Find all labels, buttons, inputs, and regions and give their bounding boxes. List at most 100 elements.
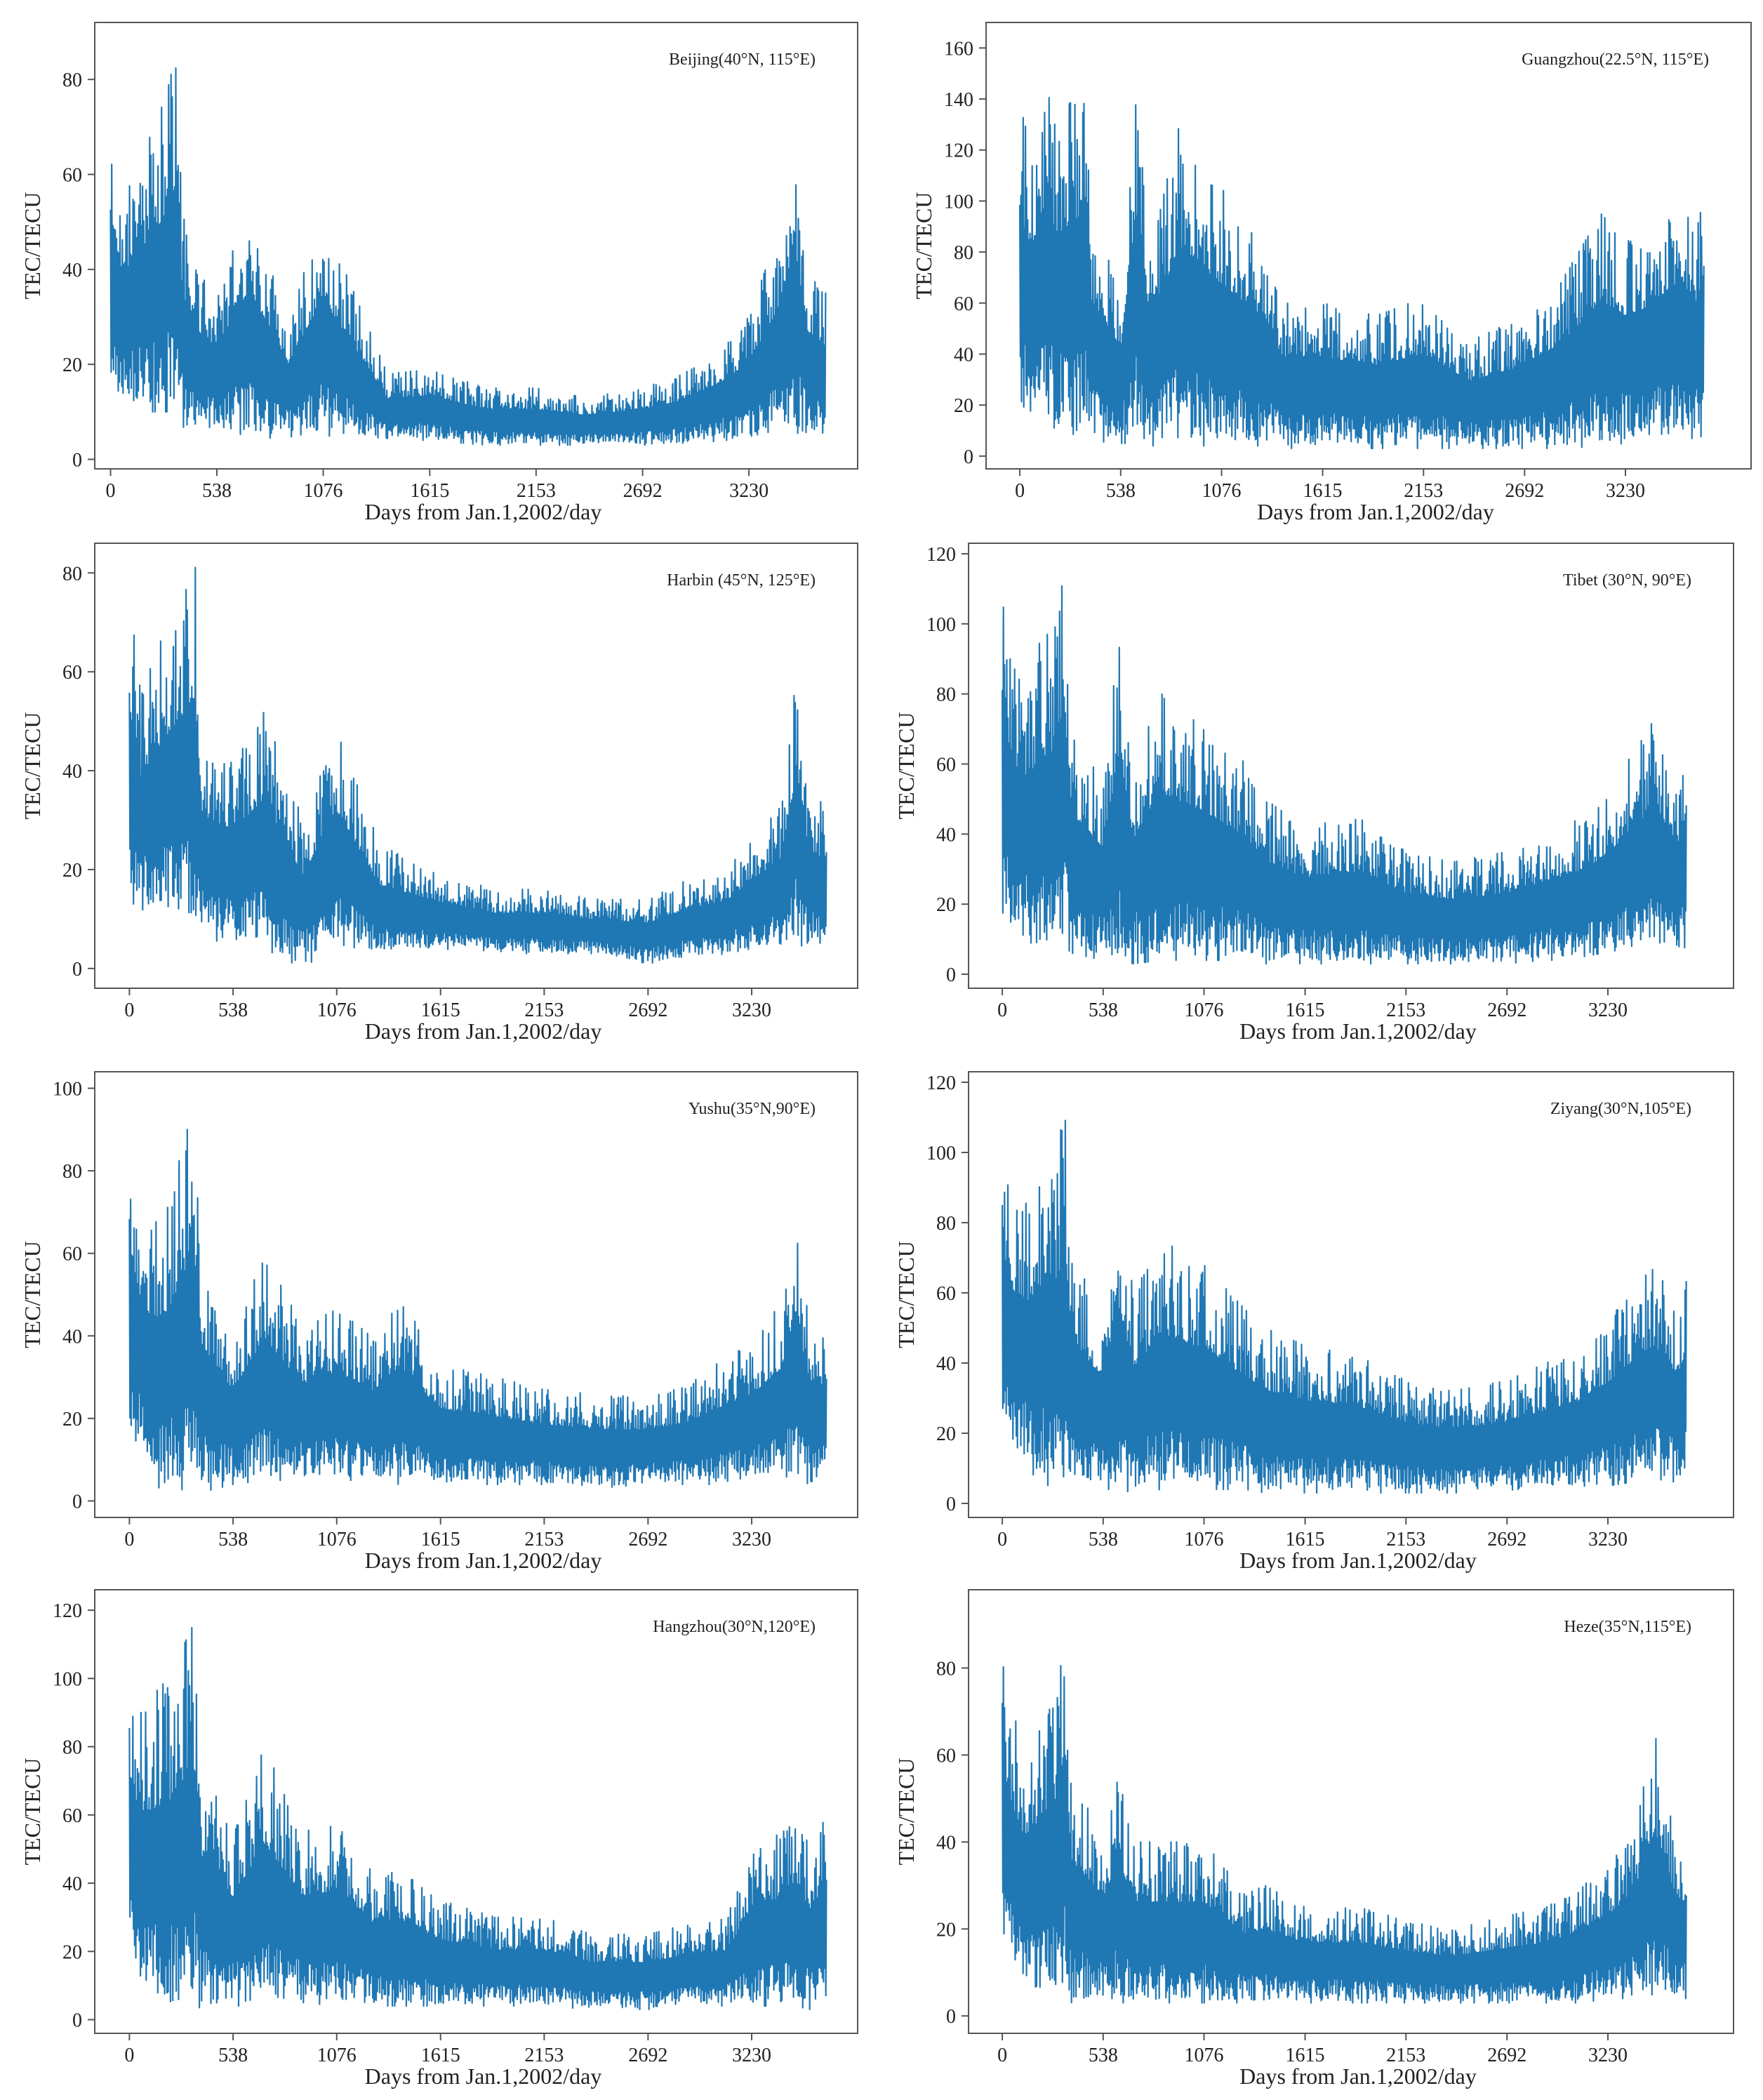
y-tick-label: 120 <box>944 140 973 162</box>
chart-panel: 0 538 1076 1615 2153 2692 3230 0 20 40 60 80 Heze(35… <box>893 1589 1734 2089</box>
x-axis-label: Days from Jan.1,2002/day <box>1239 1018 1477 1044</box>
tec-series-line <box>1019 97 1705 449</box>
x-tick-label: 3230 <box>732 999 771 1021</box>
plot-frame <box>94 543 858 989</box>
x-tick-label: 538 <box>1089 999 1118 1021</box>
y-tick-label: 40 <box>936 1832 956 1854</box>
x-tick-label: 2153 <box>1386 999 1425 1021</box>
x-tick-label: 2153 <box>1386 2045 1425 2066</box>
x-tick-label: 2153 <box>524 1529 564 1550</box>
tec-series-line <box>128 1129 827 1491</box>
x-tick-label: 0 <box>997 1529 1007 1550</box>
y-tick-label: 40 <box>62 761 82 783</box>
chart-panel: 0 538 1076 1615 2153 2692 3230 0 20 40 60 80 100 120 1… <box>911 22 1752 524</box>
x-tick-label: 2692 <box>1487 999 1526 1021</box>
y-tick-label: 20 <box>936 894 956 916</box>
x-tick-label: 1076 <box>1185 999 1224 1021</box>
y-tick-label: 80 <box>936 1213 956 1235</box>
y-axis-label: TEC/TECU <box>893 1241 919 1348</box>
y-tick-label: 40 <box>62 260 82 281</box>
y-tick-label: 100 <box>926 614 956 636</box>
station-title: Ziyang(30°N,105°E) <box>1550 1100 1691 1118</box>
x-tick-label: 2153 <box>524 2045 564 2066</box>
station-title: Yushu(35°N,90°E) <box>688 1100 816 1118</box>
plot-frame <box>985 22 1752 470</box>
x-tick-label: 0 <box>1015 480 1025 502</box>
y-tick-label: 80 <box>62 1737 82 1759</box>
x-tick-label: 2153 <box>1404 480 1443 502</box>
y-tick-label: 0 <box>72 1491 82 1513</box>
y-tick-label: 100 <box>944 191 973 213</box>
y-axis-label: TEC/TECU <box>20 1758 45 1866</box>
y-tick-label: 40 <box>954 344 973 366</box>
y-tick-label: 60 <box>62 1805 82 1827</box>
y-tick-label: 0 <box>72 2010 82 2032</box>
x-tick-label: 1615 <box>421 999 460 1021</box>
x-tick-label: 1615 <box>1286 2045 1325 2066</box>
x-tick-label: 538 <box>202 480 232 502</box>
x-tick-label: 3230 <box>1588 2045 1628 2066</box>
y-axis-label: TEC/TECU <box>20 712 45 820</box>
y-tick-label: 120 <box>926 544 956 566</box>
x-tick-label: 2692 <box>628 2045 667 2066</box>
chart-panel: 0 538 1076 1615 2153 2692 3230 0 20 40 60 80 100 120 T… <box>893 543 1734 1044</box>
y-tick-label: 80 <box>936 1659 956 1680</box>
x-tick-label: 538 <box>218 2045 248 2066</box>
y-tick-label: 100 <box>53 1079 82 1101</box>
y-tick-label: 0 <box>72 959 82 981</box>
tec-series-line <box>1002 1665 1687 2004</box>
chart-panel: 0 538 1076 1615 2153 2692 3230 0 20 40 60 80 100 Yush… <box>20 1071 858 1573</box>
plot-frame <box>94 1589 858 2034</box>
y-tick-label: 80 <box>62 563 82 585</box>
x-axis-label: Days from Jan.1,2002/day <box>365 499 602 524</box>
plot-frame <box>94 1071 858 1518</box>
x-tick-label: 0 <box>997 2045 1007 2066</box>
x-tick-label: 1615 <box>1303 480 1343 502</box>
y-tick-label: 60 <box>936 1745 956 1767</box>
y-tick-label: 100 <box>926 1143 956 1164</box>
x-tick-label: 2692 <box>1505 480 1544 502</box>
y-tick-label: 160 <box>944 38 973 60</box>
x-tick-label: 0 <box>997 999 1007 1021</box>
x-tick-label: 1076 <box>1202 480 1242 502</box>
y-tick-label: 20 <box>62 1409 82 1430</box>
y-tick-label: 20 <box>954 395 973 417</box>
station-title: Guangzhou(22.5°N, 115°E) <box>1522 51 1709 69</box>
x-axis-label: Days from Jan.1,2002/day <box>1239 2064 1477 2089</box>
y-tick-label: 40 <box>62 1873 82 1895</box>
station-title: Heze(35°N,115°E) <box>1564 1618 1691 1636</box>
x-axis-label: Days from Jan.1,2002/day <box>1239 1548 1477 1573</box>
x-tick-label: 1615 <box>1286 1529 1325 1550</box>
y-tick-label: 20 <box>62 354 82 376</box>
y-axis-label: TEC/TECU <box>893 712 919 820</box>
x-axis-label: Days from Jan.1,2002/day <box>365 1018 602 1044</box>
plot-frame <box>94 22 858 470</box>
x-tick-label: 2692 <box>628 1529 667 1550</box>
x-tick-label: 3230 <box>732 2045 771 2066</box>
chart-panel: 0 538 1076 1615 2153 2692 3230 0 20 40 60 80 100 120 H… <box>20 1589 858 2089</box>
tec-series-line <box>128 1627 827 2011</box>
x-tick-label: 538 <box>218 1529 248 1550</box>
x-tick-label: 2692 <box>1487 1529 1526 1550</box>
chart-panel: 0 538 1076 1615 2153 2692 3230 0 20 40 60 80 Harbin … <box>20 543 858 1044</box>
y-tick-label: 40 <box>936 824 956 846</box>
y-tick-label: 0 <box>964 446 973 468</box>
y-tick-label: 100 <box>53 1668 82 1690</box>
x-tick-label: 2153 <box>524 999 564 1021</box>
y-tick-label: 40 <box>936 1353 956 1375</box>
x-axis-label: Days from Jan.1,2002/day <box>365 2064 602 2089</box>
x-tick-label: 538 <box>218 999 248 1021</box>
x-tick-label: 2153 <box>1386 1529 1425 1550</box>
plot-frame <box>968 1071 1734 1518</box>
x-tick-label: 0 <box>106 480 116 502</box>
x-tick-label: 2692 <box>1487 2045 1526 2066</box>
x-tick-label: 1076 <box>1185 1529 1224 1550</box>
tec-series-line <box>1002 1119 1687 1494</box>
x-axis-label: Days from Jan.1,2002/day <box>365 1548 602 1573</box>
plot-frame <box>968 1589 1734 2034</box>
x-tick-label: 1076 <box>1185 2045 1224 2066</box>
y-tick-label: 0 <box>946 1494 956 1515</box>
y-tick-label: 80 <box>62 1161 82 1183</box>
x-tick-label: 1076 <box>317 2045 357 2066</box>
y-tick-label: 120 <box>926 1072 956 1094</box>
